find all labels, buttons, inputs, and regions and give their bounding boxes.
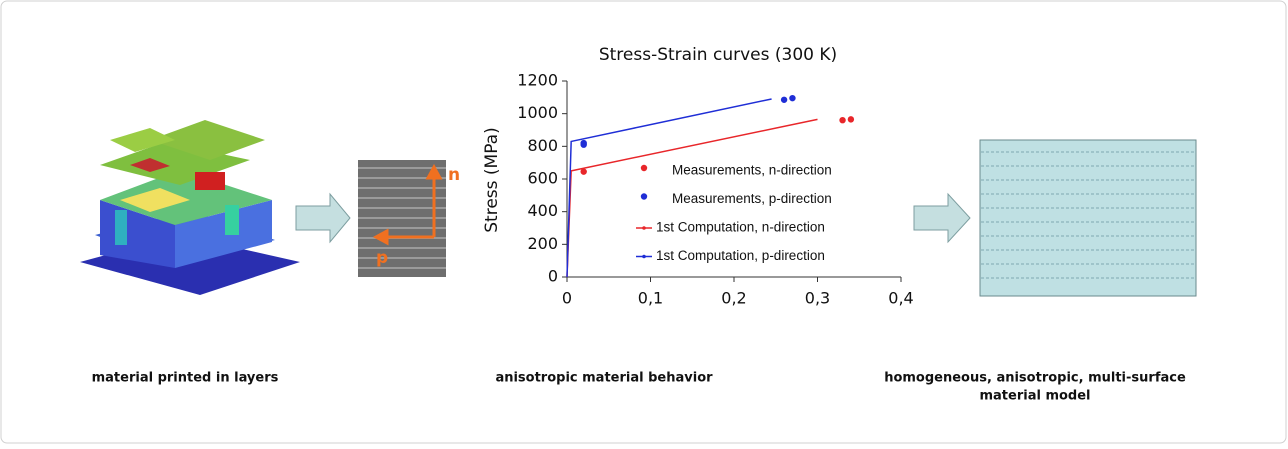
caption: anisotropic material behavior [495, 371, 713, 386]
legend-label: 1st Computation, p-direction [656, 248, 825, 263]
y-tick-label: 400 [527, 201, 558, 220]
legend-swatch [640, 164, 648, 172]
chart: Stress-Strain curves (300 K) Stress (MPa… [482, 45, 914, 308]
x-tick-label: 0,1 [638, 289, 663, 308]
data-point [580, 139, 587, 147]
legend-label: Measurements, p-direction [672, 191, 832, 206]
legend-label: 1st Computation, n-direction [656, 220, 825, 235]
legend-swatch [640, 193, 648, 200]
caption: material printed in layers [92, 371, 279, 386]
y-axis-label: Stress (MPa) [482, 127, 502, 233]
layer-photo: n p [358, 160, 460, 277]
printed-part [80, 120, 300, 295]
data-point [580, 168, 587, 175]
chart-title: Stress-Strain curves (300 K) [599, 45, 837, 65]
y-tick-label: 600 [527, 169, 558, 188]
y-tick-label: 1200 [517, 71, 558, 90]
x-tick-label: 0,2 [721, 289, 746, 308]
data-point [789, 94, 796, 102]
photo-label: p [376, 248, 388, 268]
legend-label: Measurements, n-direction [672, 163, 832, 178]
y-tick-label: 200 [527, 234, 558, 253]
caption: material model [979, 389, 1090, 404]
caption: homogeneous, anisotropic, multi-surface [884, 371, 1186, 386]
flow-arrow [295, 192, 351, 244]
data-point [839, 117, 846, 124]
data-line [566, 98, 772, 278]
data-point [847, 116, 855, 123]
x-tick-label: 0,4 [888, 289, 913, 308]
y-tick-label: 800 [527, 136, 558, 155]
data-point [780, 96, 788, 103]
x-tick-label: 0 [562, 289, 572, 308]
photo-label: n [448, 165, 460, 185]
x-tick-label: 0,3 [805, 289, 830, 308]
material-model [979, 139, 1197, 297]
legend-swatch [642, 254, 646, 259]
flow-arrow [913, 192, 971, 244]
y-tick-label: 0 [548, 267, 558, 286]
legend-swatch [642, 226, 646, 230]
y-tick-label: 1000 [517, 103, 558, 122]
